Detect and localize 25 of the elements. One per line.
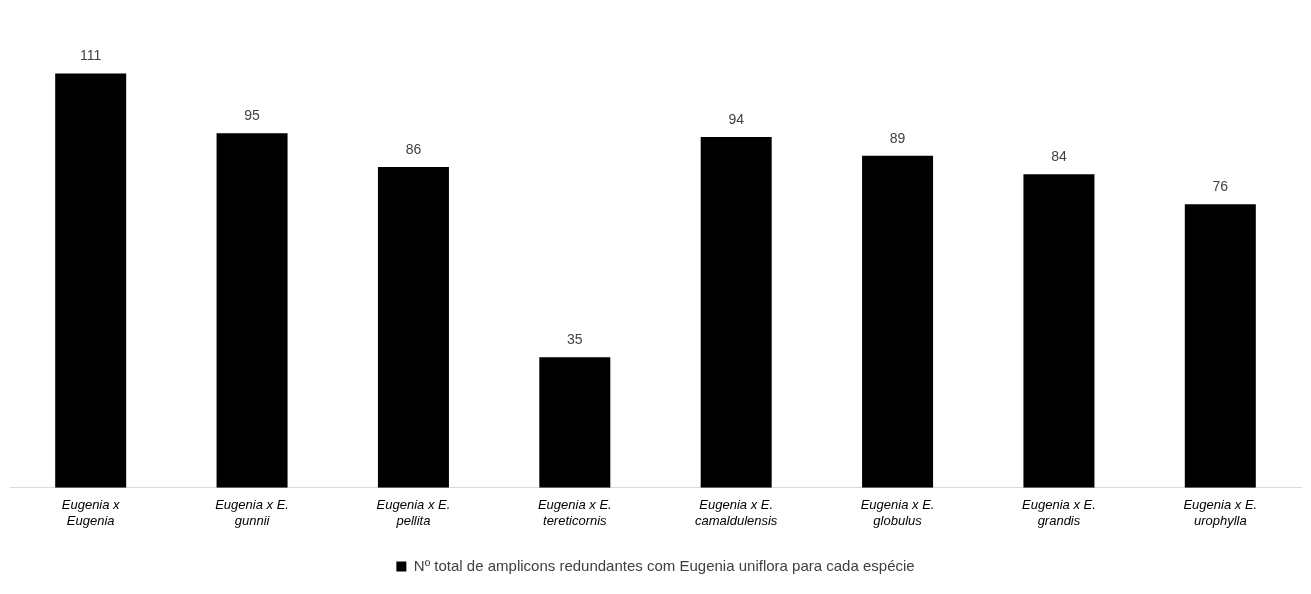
- bar: [1023, 174, 1095, 488]
- x-tick-label: Eugenia x E. grandis: [1022, 497, 1096, 528]
- bar: [377, 166, 449, 488]
- data-label: 86: [405, 140, 422, 157]
- bar: [1184, 204, 1256, 488]
- x-tick-label: Eugenia x E. urophylla: [1183, 497, 1258, 528]
- legend-label: Nº total de amplicons redundantes com Eugenia uniflora para cada espécie: [413, 556, 915, 574]
- bar: [700, 137, 772, 488]
- data-label: 94: [728, 110, 745, 127]
- bar: [216, 133, 288, 488]
- data-label: 95: [244, 107, 261, 124]
- data-label: 76: [1212, 178, 1229, 195]
- x-tick-label: Eugenia x E. globulus: [860, 497, 935, 528]
- x-tick-label: Eugenia x Eugenia: [61, 497, 121, 528]
- x-tick-label: Eugenia x E. pellita: [376, 497, 451, 528]
- x-tick-label: Eugenia x E. gunnii: [215, 497, 289, 528]
- data-label: 111: [80, 47, 102, 64]
- data-label: 84: [1051, 148, 1067, 165]
- x-tick-label: Eugenia x E. tereticornis: [537, 497, 612, 528]
- data-label: 89: [889, 129, 906, 146]
- data-label: 35: [567, 331, 583, 348]
- x-tick-label: Eugenia x E. camaldulensis: [695, 497, 778, 528]
- bar: [862, 155, 934, 488]
- bar: [55, 73, 127, 488]
- bar: [539, 357, 611, 488]
